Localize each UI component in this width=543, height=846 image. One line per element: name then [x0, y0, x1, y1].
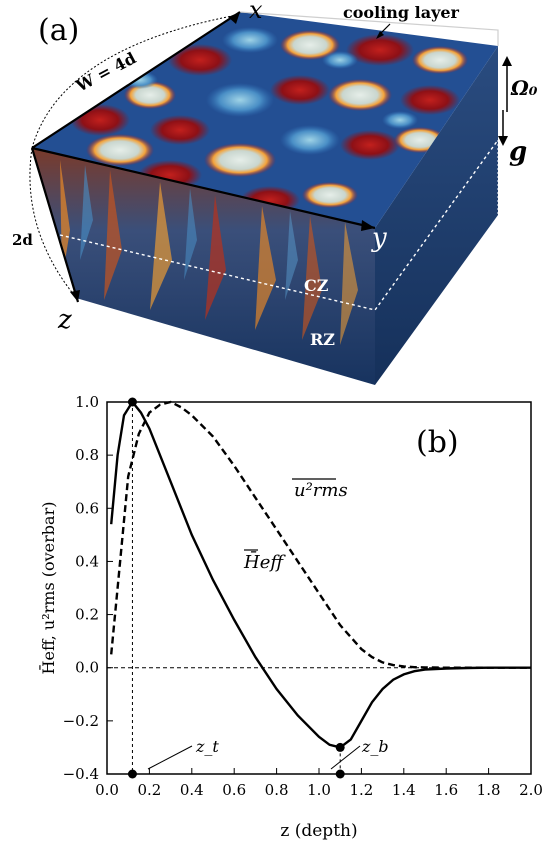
panel-b-chart: 0.0 0.2 0.4 0.6 0.8 1.0 1.2 1.4 1.6 1.8 2.0 −0.4−0…: [37, 393, 543, 841]
axis-y-label: y: [371, 223, 387, 253]
cooling-layer-arrowhead: [376, 31, 384, 39]
gravity-label: g: [509, 137, 527, 167]
y-tick-label: 0.8: [75, 446, 99, 464]
series-heff-line: [110, 399, 531, 749]
x-axis-arrowhead: [228, 12, 240, 24]
z-axis-arrowhead: [70, 290, 80, 302]
x-axis-ticks: 0.0 0.2 0.4 0.6 0.8 1.0 1.2 1.4 1.6 1.8 2.0: [95, 768, 543, 799]
urms-series-label: u²rms: [294, 480, 348, 501]
y-tick-label: −0.2: [63, 712, 99, 730]
panel-b-label: (b): [416, 425, 459, 460]
z-b-annotation: z_b: [361, 737, 389, 756]
depth-label: 2d: [12, 231, 33, 249]
x-tick-label: 0.0: [95, 781, 119, 799]
z-axis-line: [30, 147, 80, 303]
x-tick-label: 1.8: [477, 781, 501, 799]
rz-label: RZ: [310, 330, 335, 349]
x-tick-label: 0.2: [137, 781, 161, 799]
gravity-arrow: [498, 110, 508, 146]
y-axis-label: H̄eff, u²rms (overbar): [37, 502, 58, 675]
y-tick-label: 0.6: [75, 499, 99, 517]
cooling-layer-label: cooling layer: [343, 3, 460, 22]
x-tick-label: 0.8: [265, 781, 289, 799]
marker-z-b: [335, 769, 345, 779]
chart-markers: [127, 397, 345, 779]
z-t-pointer: [147, 745, 193, 770]
panel-a-simulation-box: (a) cooling layer W = 4d 2d x y z Ω₀ g C…: [12, 0, 538, 385]
width-dimension-arc: [31, 15, 233, 149]
x-tick-label: 1.2: [349, 781, 373, 799]
y-axis-ticks: −0.4 −0.2 0.0 0.2 0.4 0.6 0.8 1.0: [63, 393, 113, 783]
marker-z-t: [127, 769, 137, 779]
heff-series-label: H̄eff: [243, 550, 286, 573]
omega-label: Ω₀: [510, 76, 538, 100]
z-b-pointer: [330, 745, 361, 770]
axis-x-label: x: [249, 0, 263, 24]
marker-max: [127, 397, 137, 407]
omega-arrow: [502, 56, 512, 112]
x-tick-label: 1.4: [392, 781, 416, 799]
x-axis-line: [31, 11, 241, 149]
front-face-plumes: [60, 160, 358, 345]
x-tick-label: 0.4: [180, 781, 204, 799]
axis-z-label: z: [57, 305, 72, 335]
cooling-layer-outline: [239, 11, 499, 46]
x-tick-label: 0.6: [222, 781, 246, 799]
y-tick-label: 0.4: [75, 552, 99, 570]
series-urms-line: [110, 400, 531, 669]
panel-a-label: (a): [38, 13, 79, 48]
y-tick-label: 0.0: [75, 659, 99, 677]
marker-min: [335, 742, 345, 752]
box-front-face: [32, 148, 375, 385]
x-tick-label: 1.6: [434, 781, 458, 799]
y-tick-label: 0.2: [75, 606, 99, 624]
plot-frame: [106, 401, 532, 775]
cz-label: CZ: [304, 276, 329, 295]
y-tick-label: −0.4: [63, 765, 99, 783]
y-tick-label: 1.0: [75, 393, 99, 411]
y-axis-line: [31, 146, 376, 230]
x-axis-label: z (depth): [280, 821, 357, 841]
x-tick-label: 2.0: [519, 781, 543, 799]
cz-rz-boundary: [59, 139, 499, 311]
z-t-annotation: z_t: [195, 737, 219, 756]
y-axis-arrowhead: [361, 220, 375, 231]
box-right-face: [375, 46, 498, 385]
x-tick-label: 1.0: [307, 781, 331, 799]
